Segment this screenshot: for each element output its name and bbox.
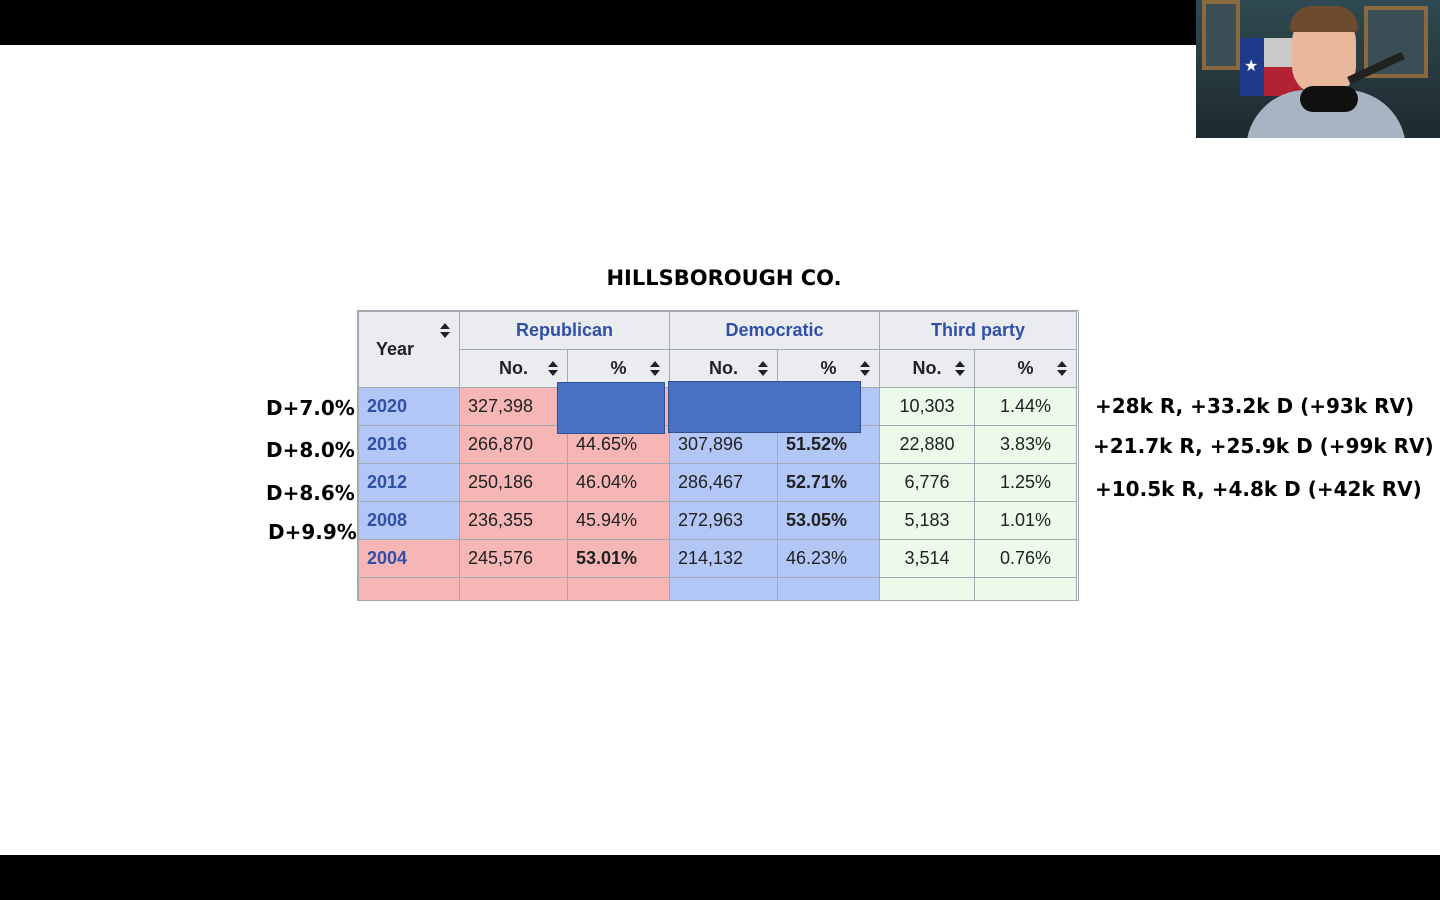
- dem-pct-cell: 53.05%: [777, 501, 880, 540]
- dem-no-cell: 272,963: [669, 501, 778, 540]
- margin-label: D+8.6%: [266, 481, 355, 505]
- rep-no-cell: 327,398: [459, 387, 568, 426]
- oth-pct-cell: 1.25%: [974, 463, 1077, 502]
- cut-off-cell: [879, 577, 975, 600]
- table-row-partial: [358, 577, 1077, 600]
- dem-pct-cell: 46.23%: [777, 539, 880, 578]
- results-table: Year Republican Democratic Third party N…: [357, 310, 1079, 601]
- oth-no-cell: 10,303: [879, 387, 975, 426]
- rep-pct-cell: 53.01%: [567, 539, 670, 578]
- republican-header[interactable]: Republican: [459, 311, 670, 350]
- oth-pct-cell: 0.76%: [974, 539, 1077, 578]
- democratic-header[interactable]: Democratic: [669, 311, 880, 350]
- year-cell[interactable]: 2016: [358, 425, 460, 464]
- cut-off-cell: [358, 577, 460, 600]
- rep-no-cell: 266,870: [459, 425, 568, 464]
- presenter-hair: [1290, 6, 1358, 32]
- dem-no-cell: 214,132: [669, 539, 778, 578]
- year-cell[interactable]: 2020: [358, 387, 460, 426]
- oth-no-cell: 3,514: [879, 539, 975, 578]
- page-title: HILLSBOROUGH CO.: [606, 266, 842, 290]
- table-row: 2008 236,355 45.94% 272,963 53.05% 5,183…: [358, 501, 1077, 540]
- oth-no-cell: 6,776: [879, 463, 975, 502]
- oth-pct-cell: 1.01%: [974, 501, 1077, 540]
- rep-no-cell: 236,355: [459, 501, 568, 540]
- sort-icon[interactable]: [548, 361, 559, 377]
- rep-pct-cell: 46.04%: [567, 463, 670, 502]
- rep-pct-header[interactable]: %: [567, 349, 670, 388]
- redaction-box-dem: [668, 381, 861, 433]
- rep-no-header[interactable]: No.: [459, 349, 568, 388]
- table-row: 2012 250,186 46.04% 286,467 52.71% 6,776…: [358, 463, 1077, 502]
- registration-note: +10.5k R, +4.8k D (+42k RV): [1095, 477, 1422, 501]
- year-cell[interactable]: 2004: [358, 539, 460, 578]
- bottom-letterbox-bar: [0, 855, 1440, 900]
- table-row: 2004 245,576 53.01% 214,132 46.23% 3,514…: [358, 539, 1077, 578]
- sort-icon[interactable]: [440, 323, 451, 339]
- redaction-box-rep-pct: [557, 382, 665, 434]
- wall-frame: [1202, 0, 1240, 70]
- oth-pct-cell: 3.83%: [974, 425, 1077, 464]
- registration-note: +21.7k R, +25.9k D (+99k RV): [1093, 434, 1434, 458]
- sort-icon[interactable]: [758, 361, 769, 377]
- rep-no-cell: 245,576: [459, 539, 568, 578]
- year-column-header[interactable]: Year: [358, 311, 460, 388]
- webcam-overlay: ★: [1196, 0, 1440, 138]
- oth-no-cell: 22,880: [879, 425, 975, 464]
- sort-icon[interactable]: [1057, 361, 1068, 377]
- registration-note: +28k R, +33.2k D (+93k RV): [1095, 394, 1415, 418]
- margin-label: D+9.9%: [268, 520, 357, 544]
- microphone: [1300, 86, 1358, 112]
- sort-icon[interactable]: [650, 361, 661, 377]
- oth-no-cell: 5,183: [879, 501, 975, 540]
- cut-off-cell: [974, 577, 1077, 600]
- dem-pct-cell: 52.71%: [777, 463, 880, 502]
- cut-off-cell: [567, 577, 670, 600]
- sort-icon[interactable]: [860, 361, 871, 377]
- third-party-header[interactable]: Third party: [879, 311, 1077, 350]
- cut-off-cell: [777, 577, 880, 600]
- year-cell[interactable]: 2012: [358, 463, 460, 502]
- margin-label: D+7.0%: [266, 396, 355, 420]
- sort-icon[interactable]: [955, 361, 966, 377]
- cut-off-cell: [669, 577, 778, 600]
- oth-pct-cell: 1.44%: [974, 387, 1077, 426]
- year-cell[interactable]: 2008: [358, 501, 460, 540]
- rep-pct-cell: 45.94%: [567, 501, 670, 540]
- cut-off-cell: [459, 577, 568, 600]
- oth-no-header[interactable]: No.: [879, 349, 975, 388]
- oth-pct-header[interactable]: %: [974, 349, 1077, 388]
- rep-no-cell: 250,186: [459, 463, 568, 502]
- margin-label: D+8.0%: [266, 438, 355, 462]
- dem-no-cell: 286,467: [669, 463, 778, 502]
